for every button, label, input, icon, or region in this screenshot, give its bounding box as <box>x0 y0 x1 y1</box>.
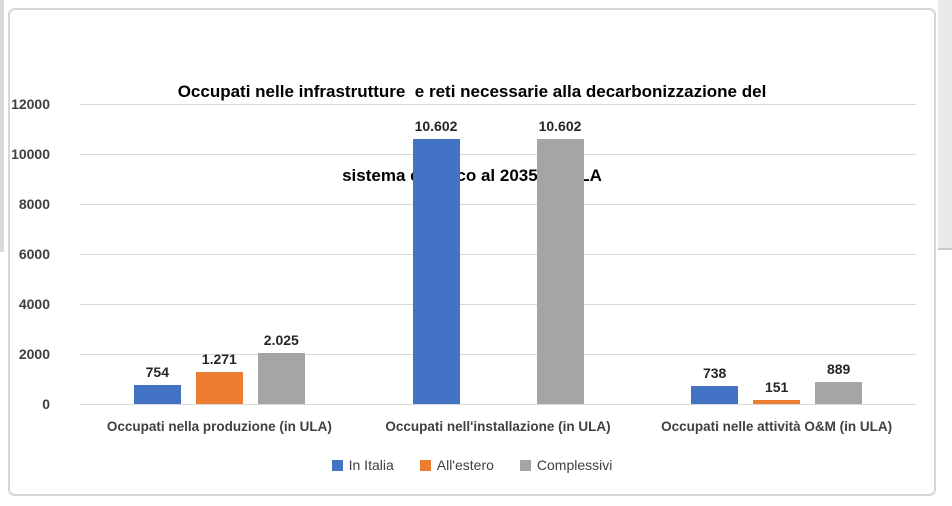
data-label: 889 <box>826 360 851 377</box>
data-label: 10.602 <box>414 117 458 134</box>
gridline <box>80 353 916 355</box>
legend-item-complessivi: Complessivi <box>519 457 613 473</box>
data-label: 10.602 <box>538 117 582 134</box>
legend: In Italia All'estero Complessivi <box>10 457 934 473</box>
legend-label: All'estero <box>436 457 494 473</box>
data-label: 2.025 <box>263 332 299 349</box>
y-tick-label: 12000 <box>11 96 50 112</box>
y-tick-label: 0 <box>42 396 50 412</box>
gridline <box>80 103 916 105</box>
bar-in-italia <box>133 385 181 404</box>
legend-swatch-icon <box>519 459 531 471</box>
data-label: 1.271 <box>201 351 237 368</box>
y-tick-label: 8000 <box>18 196 50 212</box>
category-label: Occupati nell'installazione (in ULA) <box>385 419 611 434</box>
bar-complessivi <box>536 138 584 404</box>
category-label: Occupati nella produzione (in ULA) <box>106 419 332 434</box>
data-label: 738 <box>702 364 727 381</box>
chart-title-line1: Occupati nelle infrastrutture e reti nec… <box>177 82 767 101</box>
legend-swatch-icon <box>331 459 343 471</box>
y-tick-label: 2000 <box>18 346 50 362</box>
data-label: 151 <box>764 379 789 396</box>
legend-label: Complessivi <box>536 457 613 473</box>
bar-all-estero <box>195 372 243 404</box>
gridline <box>80 203 916 205</box>
y-tick-label: 10000 <box>11 146 50 162</box>
bar-all-estero <box>753 400 801 404</box>
chart-card: Occupati nelle infrastrutture e reti nec… <box>8 8 936 496</box>
bar-complessivi <box>257 353 305 404</box>
y-tick-label: 4000 <box>18 296 50 312</box>
legend-item-all-estero: All'estero <box>419 457 494 473</box>
gridline <box>80 303 916 305</box>
legend-swatch-icon <box>419 459 431 471</box>
y-tick-label: 6000 <box>18 246 50 262</box>
legend-item-in-italia: In Italia <box>331 457 394 473</box>
legend-label: In Italia <box>348 457 394 473</box>
plot-area: 754 1.271 2.025 10.602 10.602 738 151 889 <box>80 103 916 405</box>
bar-in-italia <box>412 138 460 404</box>
category-axis: Occupati nella produzione (in ULA) Occupa… <box>80 418 916 438</box>
gridline <box>80 403 916 405</box>
bar-in-italia <box>691 385 739 404</box>
data-label: 754 <box>145 364 169 381</box>
gridline <box>80 253 916 255</box>
bar-complessivi <box>815 381 863 404</box>
page-edge-left <box>0 0 4 252</box>
category-label: Occupati nelle attività O&M (in ULA) <box>661 419 893 434</box>
page-edge-right <box>938 0 952 250</box>
gridline <box>80 153 916 155</box>
